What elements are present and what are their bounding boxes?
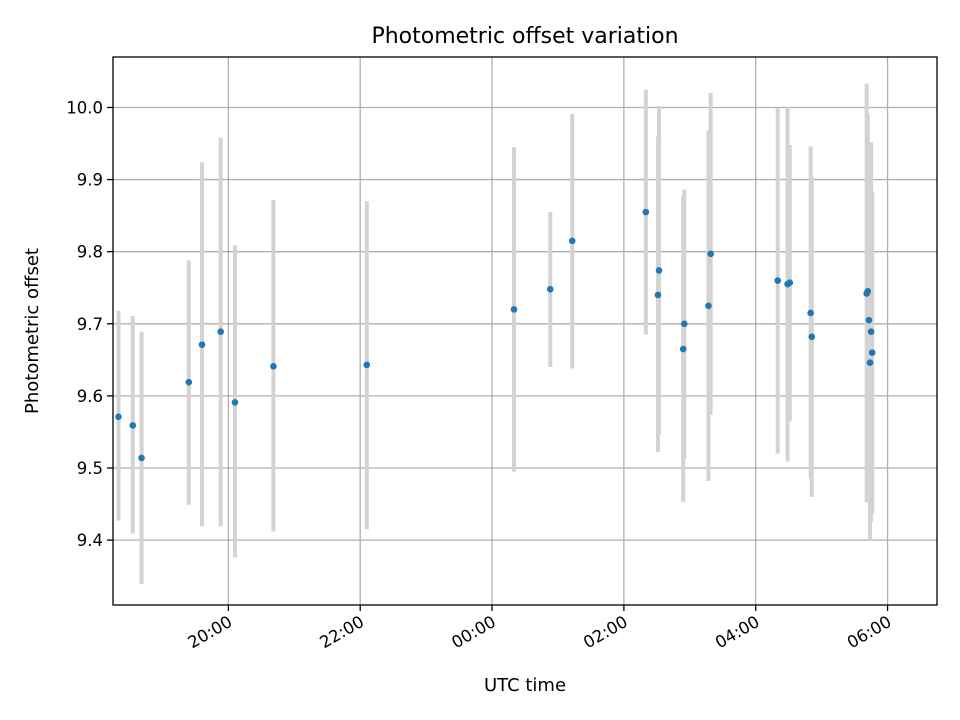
x-axis-label: UTC time [484, 675, 566, 696]
data-point [655, 267, 663, 274]
data-point [679, 345, 687, 353]
y-tick-label: 9.7 [77, 315, 103, 334]
data-point [865, 316, 873, 324]
data-point [231, 399, 239, 406]
y-tick-label: 9.8 [77, 243, 103, 262]
data-point [866, 359, 874, 367]
data-point [363, 361, 371, 369]
data-point [807, 309, 814, 317]
x-tick-label: 04:00 [712, 612, 763, 652]
data-point [546, 285, 554, 293]
x-tick-label: 20:00 [185, 612, 236, 652]
data-point [642, 208, 650, 216]
data-point [568, 237, 576, 245]
data-point [129, 422, 137, 429]
data-point [681, 320, 688, 328]
y-tick-label: 9.6 [77, 387, 103, 406]
plot-frame [112, 56, 938, 606]
error-bars [116, 83, 875, 585]
y-tick-label: 9.9 [77, 171, 103, 190]
data-point [185, 378, 193, 386]
data-point [786, 279, 794, 286]
y-tick-label: 10.0 [66, 98, 103, 117]
data-point [774, 277, 781, 284]
x-tick-label: 06:00 [844, 612, 895, 652]
data-point [864, 288, 872, 295]
y-tick-label: 9.5 [77, 459, 103, 478]
x-tick-label: 02:00 [580, 612, 631, 652]
data-point [707, 250, 714, 258]
data-point [270, 363, 277, 370]
data-point [654, 291, 662, 299]
data-points [115, 208, 876, 462]
data-point [808, 333, 816, 341]
data-point [198, 341, 206, 349]
data-point [115, 413, 122, 421]
y-tick-label: 9.4 [77, 531, 103, 550]
grid-lines [113, 57, 937, 605]
data-point [868, 349, 876, 356]
data-point [217, 328, 224, 336]
x-tick-label: 22:00 [317, 612, 368, 652]
data-point [138, 454, 145, 462]
data-point [510, 306, 518, 313]
y-axis-ticks: 9.4 9.5 9.6 9.7 9.8 9.9 10.0 [66, 98, 113, 550]
x-axis-ticks: 20:00 22:00 00:00 02:00 04:00 06:00 [185, 605, 895, 652]
chart-title: Photometric offset variation [371, 24, 678, 49]
x-tick-label: 00:00 [448, 612, 499, 652]
data-point [867, 328, 875, 336]
data-point [705, 302, 712, 310]
y-axis-label: Photometric offset [22, 248, 43, 414]
